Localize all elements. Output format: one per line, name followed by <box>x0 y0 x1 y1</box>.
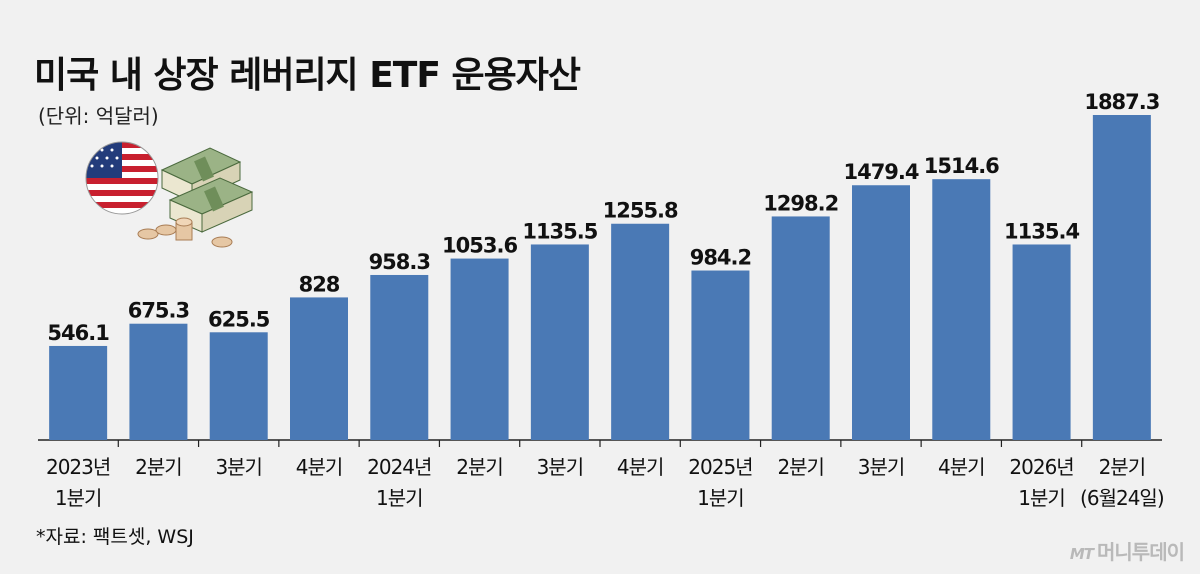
brand-name: 머니투데이 <box>1097 540 1185 564</box>
data-label: 675.3 <box>128 299 189 323</box>
coins-icon <box>137 217 233 248</box>
x-tick-label: 2025년 <box>688 455 752 479</box>
data-label: 1298.2 <box>763 191 838 215</box>
data-label: 1135.5 <box>522 219 597 243</box>
x-tick-label: 2024년 <box>367 455 431 479</box>
bar <box>1092 115 1151 440</box>
x-tick-label: 2분기 <box>1099 455 1146 479</box>
bar <box>129 323 188 440</box>
bar <box>290 297 348 440</box>
bar <box>611 223 670 440</box>
bar <box>209 332 268 440</box>
bar <box>49 345 108 440</box>
bar <box>932 179 991 441</box>
data-label: 1479.4 <box>843 160 918 184</box>
bar <box>852 185 910 440</box>
bar <box>530 244 589 440</box>
data-label: 625.5 <box>208 307 270 331</box>
bar <box>771 216 830 440</box>
x-tick-label: 4분기 <box>296 455 343 479</box>
us-flag-globe-icon <box>85 141 159 215</box>
x-tick-label: 2분기 <box>777 455 824 479</box>
x-tick-label: 3분기 <box>215 455 262 479</box>
x-tick-label: 2분기 <box>135 455 182 479</box>
x-tick-label: 3분기 <box>858 455 905 479</box>
brand-mt: MT <box>1069 545 1094 563</box>
x-tick-label: 3분기 <box>537 455 584 479</box>
x-tick-label: 1분기 <box>376 486 423 510</box>
x-tick-label: 2026년 <box>1009 455 1073 479</box>
unit-label: (단위: 억달러) <box>38 104 159 128</box>
data-label: 1255.8 <box>603 199 678 223</box>
bar <box>691 270 750 440</box>
bar <box>1012 244 1071 440</box>
x-tick-label: (6월24일) <box>1080 486 1164 510</box>
data-label: 984.2 <box>690 246 751 270</box>
bar <box>370 274 429 440</box>
x-tick-label: 2023년 <box>46 455 110 479</box>
x-tick-label: 4분기 <box>938 455 985 479</box>
data-label: 1053.6 <box>442 234 517 258</box>
money-stacks-icon <box>160 147 254 233</box>
data-label: 828 <box>299 272 340 296</box>
flag-money-illustration <box>80 130 280 255</box>
bar <box>450 258 509 440</box>
x-tick-label: 1분기 <box>697 486 744 510</box>
data-label: 1514.6 <box>924 154 999 178</box>
x-tick-label: 2분기 <box>456 455 503 479</box>
data-label: 1135.4 <box>1004 219 1079 243</box>
data-label: 958.3 <box>369 250 430 274</box>
data-label: 1887.3 <box>1084 90 1159 114</box>
chart-title: 미국 내 상장 레버리지 ETF 운용자산 <box>34 55 581 96</box>
data-label: 546.1 <box>47 321 109 345</box>
brand-logo: MT 머니투데이 <box>1069 536 1185 565</box>
x-tick-label: 4분기 <box>617 455 664 479</box>
x-tick-label: 1분기 <box>1018 486 1065 510</box>
source-note: *자료: 팩트셋, WSJ <box>36 526 194 548</box>
x-tick-label: 1분기 <box>55 486 102 510</box>
